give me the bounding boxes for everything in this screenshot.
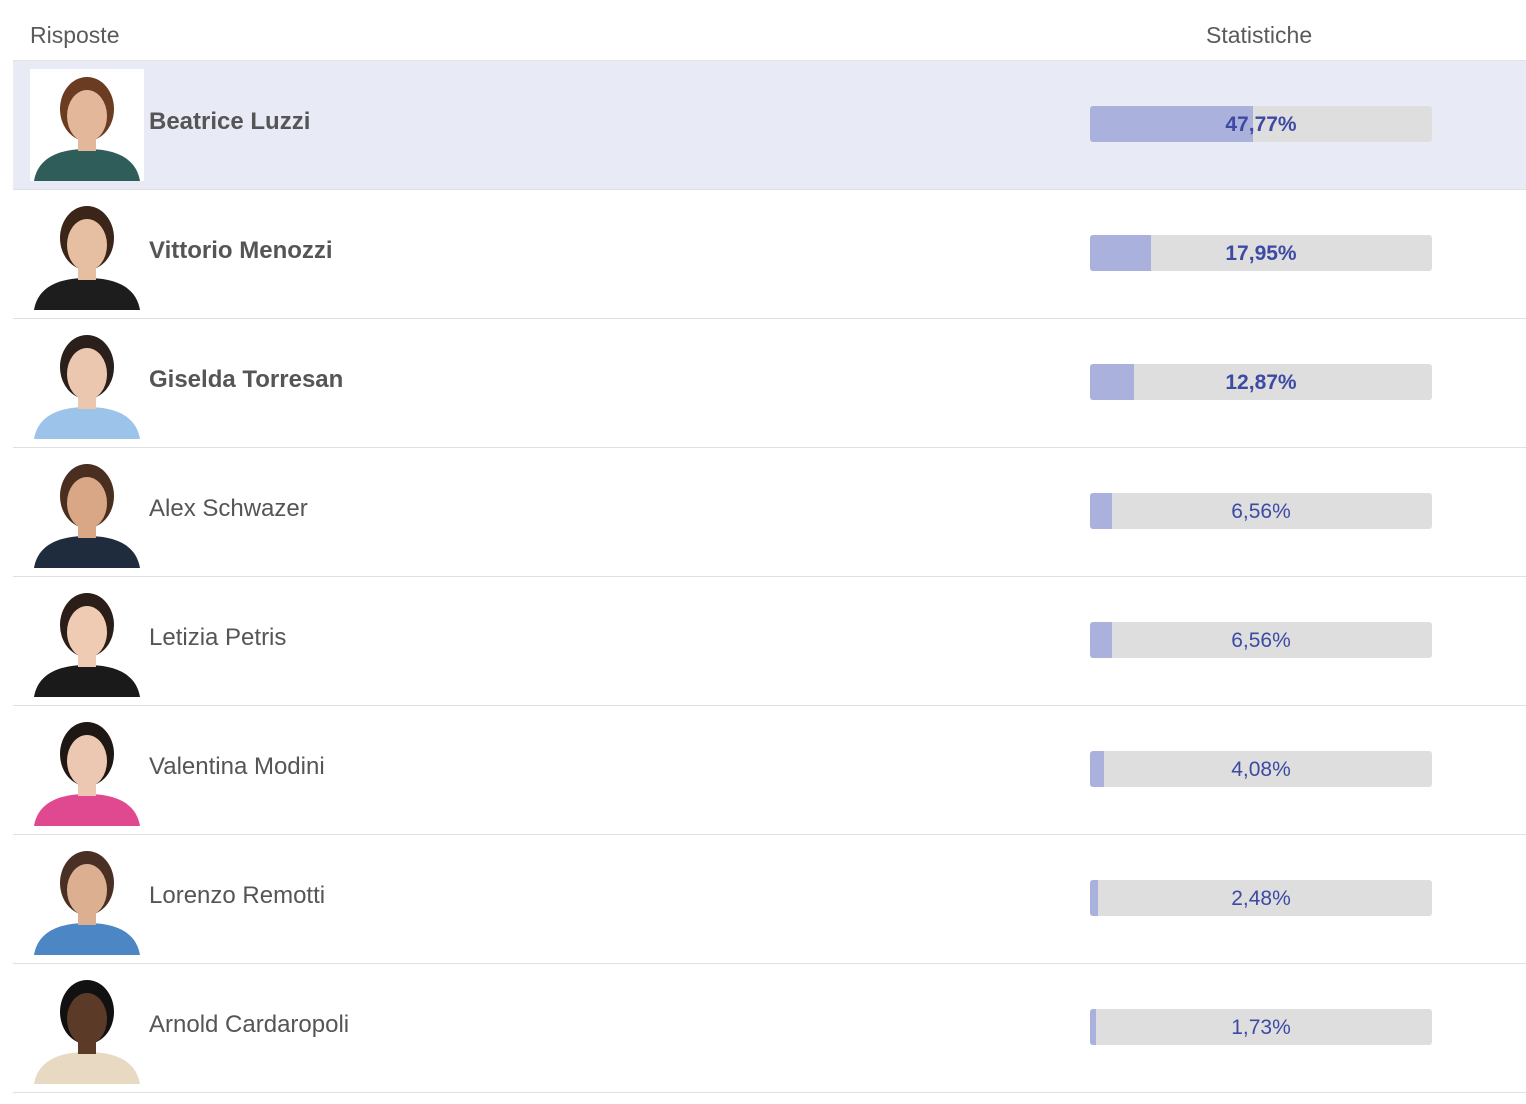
option-row[interactable]: Giselda Torresan 12,87% [13, 319, 1526, 448]
percentage-bar: 1,73% [1090, 1009, 1432, 1045]
percentage-bar-fill [1090, 1009, 1096, 1045]
avatar [30, 972, 144, 1084]
person-silhouette-icon [34, 77, 140, 181]
option-row[interactable]: Letizia Petris 6,56% [13, 577, 1526, 706]
option-name: Alex Schwazer [149, 495, 308, 522]
option-row[interactable]: Beatrice Luzzi 47,77% [13, 61, 1526, 190]
option-name: Beatrice Luzzi [149, 108, 311, 135]
responses-column-header: Risposte [30, 22, 120, 48]
person-silhouette-icon [34, 464, 140, 568]
percentage-label: 4,08% [1231, 758, 1291, 781]
avatar [30, 198, 144, 310]
person-silhouette-icon [34, 593, 140, 697]
statistics-column-header: Statistiche [1206, 22, 1313, 48]
percentage-bar: 12,87% [1090, 364, 1432, 400]
percentage-bar-fill [1090, 364, 1134, 400]
option-row[interactable]: Alex Schwazer 6,56% [13, 448, 1526, 577]
results-header: Risposte Statistiche [13, 0, 1526, 61]
percentage-label: 1,73% [1231, 1016, 1291, 1039]
avatar [30, 456, 144, 568]
person-silhouette-icon [34, 722, 140, 826]
avatar [30, 843, 144, 955]
percentage-bar: 4,08% [1090, 751, 1432, 787]
avatar [30, 585, 144, 697]
avatar [30, 714, 144, 826]
person-silhouette-icon [34, 206, 140, 310]
results-list: Beatrice Luzzi 47,77% Vittorio Menozzi 1… [13, 61, 1526, 1093]
percentage-bar: 2,48% [1090, 880, 1432, 916]
option-row[interactable]: Arnold Cardaropoli 1,73% [13, 964, 1526, 1093]
percentage-bar-fill [1090, 106, 1254, 142]
avatar [30, 327, 144, 439]
percentage-label: 2,48% [1231, 887, 1291, 910]
percentage-bar-fill [1090, 880, 1099, 916]
option-row[interactable]: Lorenzo Remotti 2,48% [13, 835, 1526, 964]
person-silhouette-icon [34, 980, 140, 1084]
avatar [30, 69, 144, 181]
percentage-bar: 6,56% [1090, 493, 1432, 529]
percentage-bar: 47,77% [1090, 106, 1432, 142]
percentage-label: 6,56% [1231, 629, 1291, 652]
option-name: Giselda Torresan [149, 366, 344, 393]
person-silhouette-icon [34, 335, 140, 439]
percentage-bar-fill [1090, 235, 1152, 271]
percentage-label: 12,87% [1225, 371, 1297, 394]
percentage-bar-fill [1090, 622, 1113, 658]
percentage-bar: 6,56% [1090, 622, 1432, 658]
option-row[interactable]: Vittorio Menozzi 17,95% [13, 190, 1526, 319]
option-name: Arnold Cardaropoli [149, 1011, 350, 1038]
percentage-label: 6,56% [1231, 500, 1291, 523]
percentage-bar-fill [1090, 493, 1113, 529]
option-name: Valentina Modini [149, 753, 325, 780]
percentage-label: 47,77% [1225, 113, 1297, 136]
option-name: Letizia Petris [149, 624, 287, 651]
percentage-bar: 17,95% [1090, 235, 1432, 271]
option-name: Lorenzo Remotti [149, 882, 326, 909]
percentage-label: 17,95% [1225, 242, 1297, 265]
option-row[interactable]: Valentina Modini 4,08% [13, 706, 1526, 835]
option-name: Vittorio Menozzi [149, 237, 333, 264]
percentage-bar-fill [1090, 751, 1104, 787]
person-silhouette-icon [34, 851, 140, 955]
